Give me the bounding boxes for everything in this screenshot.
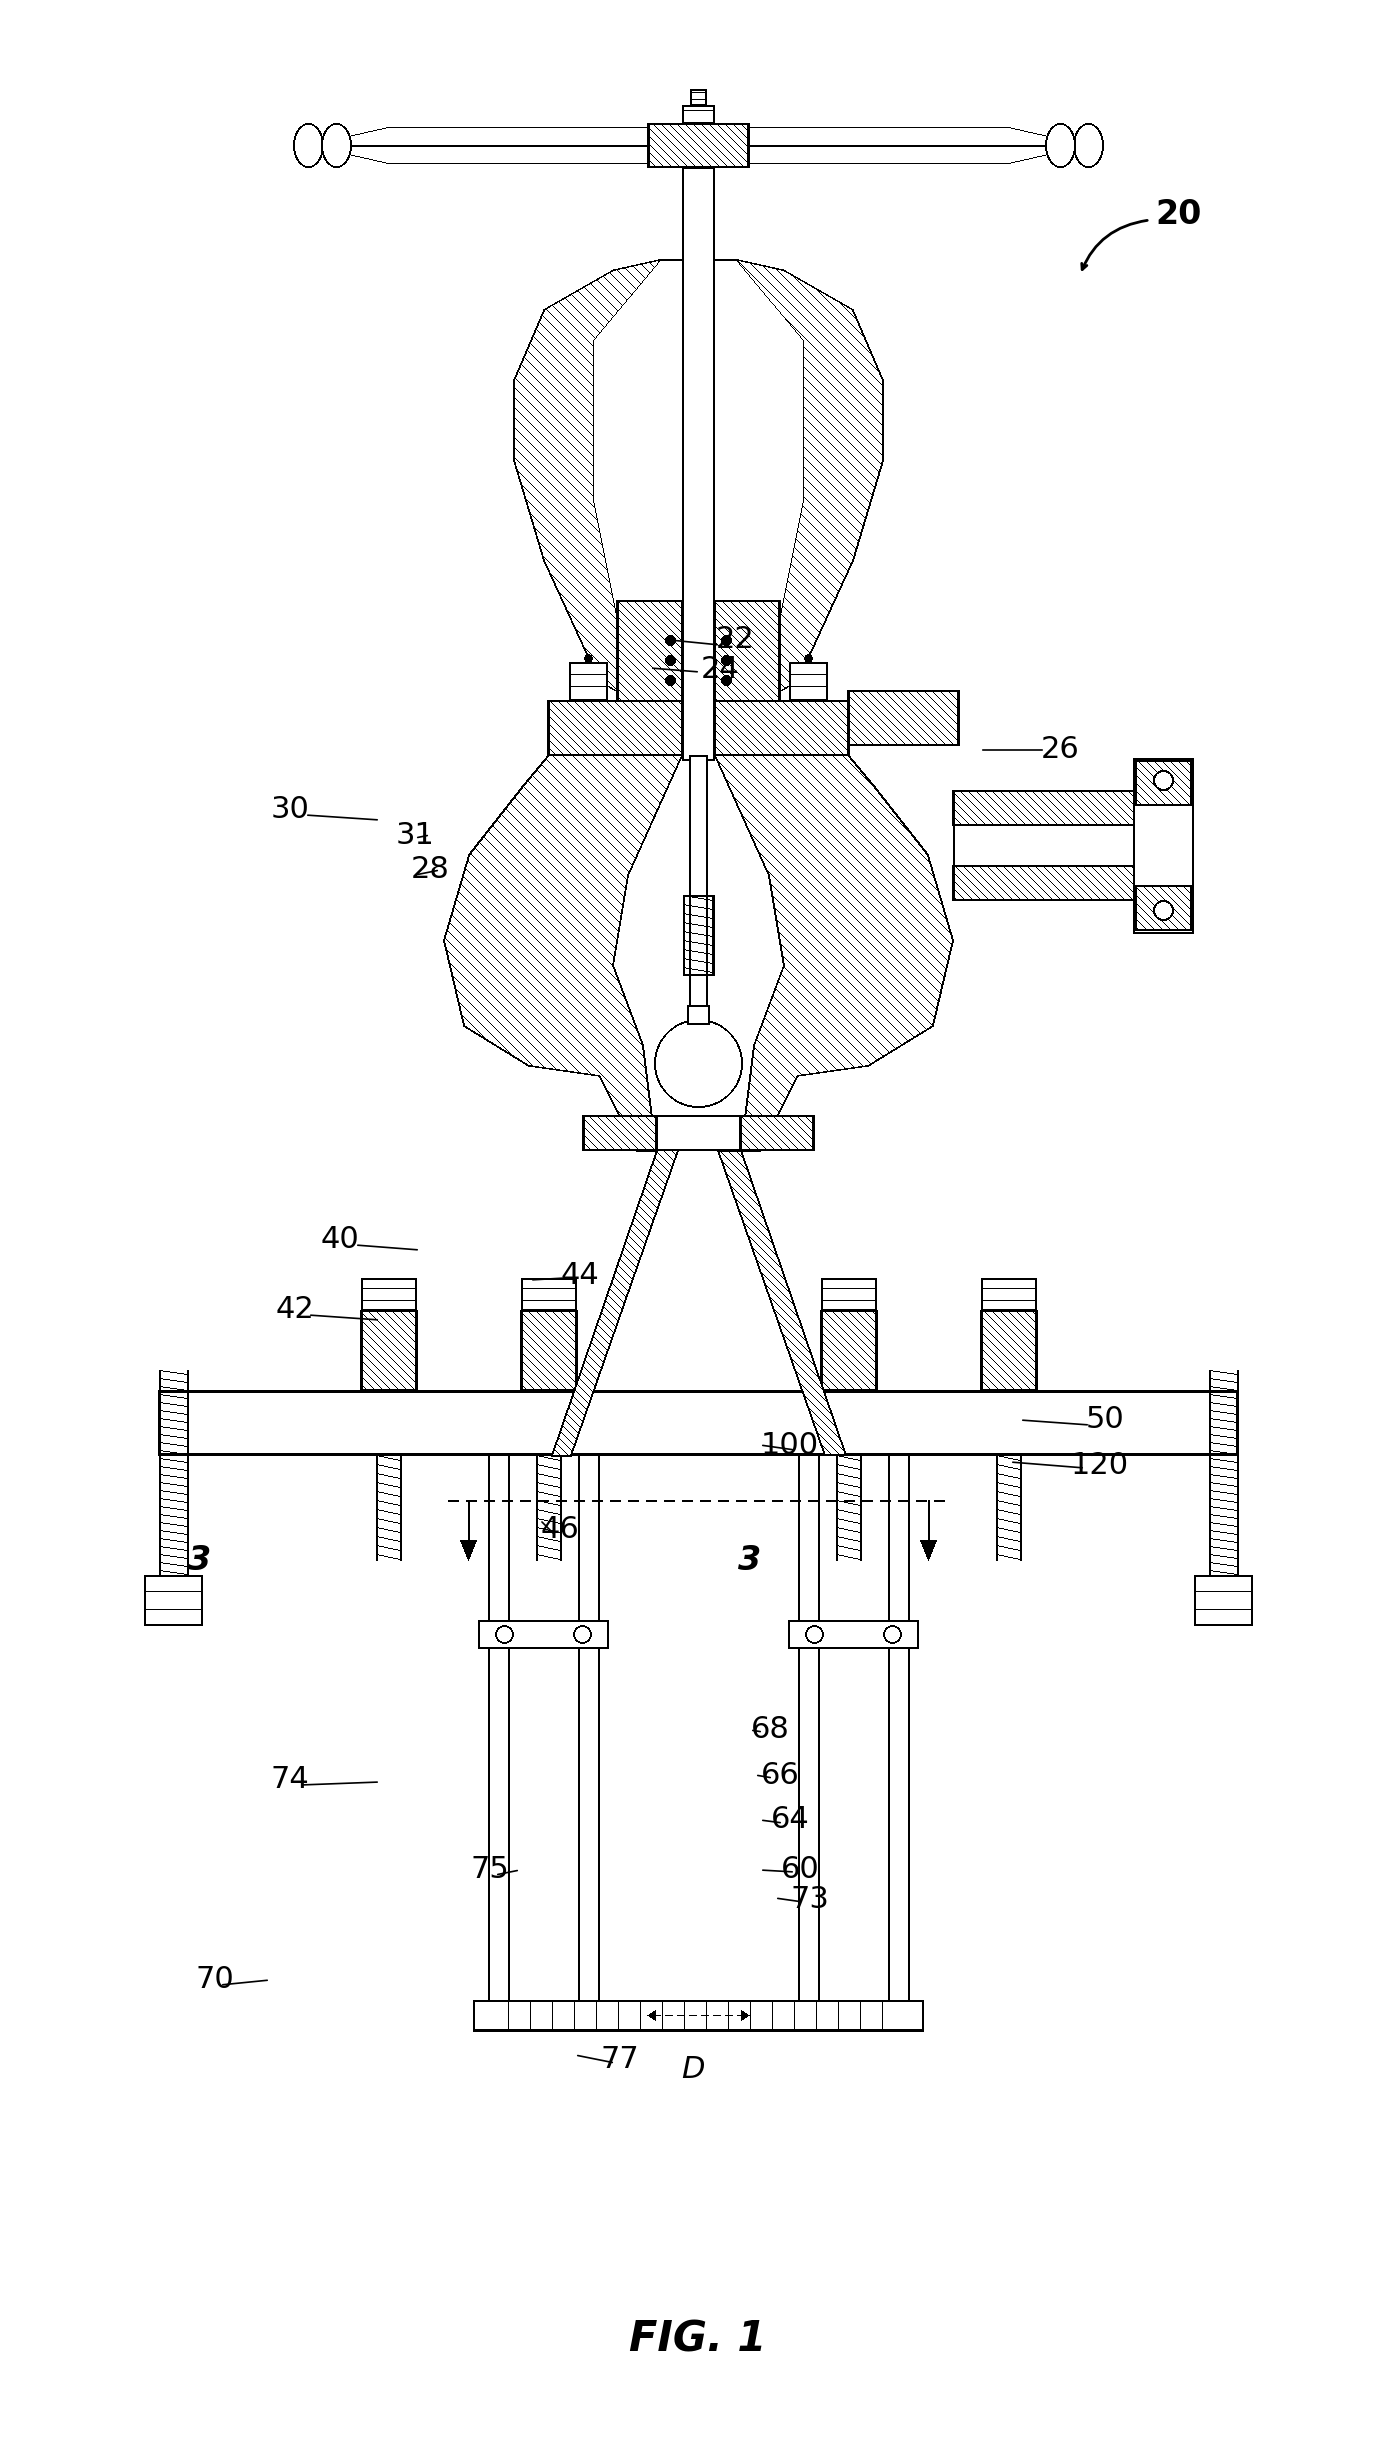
Text: 64: 64 [771, 1805, 810, 1835]
Text: FIG. 1: FIG. 1 [630, 2320, 766, 2362]
Text: 28: 28 [410, 855, 450, 884]
Text: 31: 31 [395, 820, 434, 850]
Text: 24: 24 [701, 655, 740, 685]
Text: 42: 42 [275, 1296, 314, 1325]
Text: 26: 26 [1040, 736, 1079, 764]
Text: D: D [681, 2057, 705, 2084]
Text: 74: 74 [271, 1766, 310, 1796]
Text: 73: 73 [790, 1887, 829, 1914]
Text: 77: 77 [600, 2044, 639, 2074]
Text: 3: 3 [188, 1544, 212, 1576]
Text: 22: 22 [716, 626, 754, 655]
Text: 68: 68 [751, 1717, 789, 1744]
Text: 120: 120 [1071, 1451, 1129, 1480]
Text: 50: 50 [1086, 1406, 1124, 1433]
Text: 46: 46 [540, 1515, 579, 1544]
Text: 20: 20 [1154, 200, 1202, 232]
Text: 3: 3 [738, 1544, 762, 1576]
Text: 44: 44 [561, 1261, 599, 1291]
Text: 70: 70 [195, 1965, 235, 1995]
Text: 66: 66 [761, 1761, 800, 1791]
Text: 60: 60 [780, 1855, 819, 1884]
Text: 75: 75 [470, 1855, 510, 1884]
Text: 40: 40 [321, 1227, 359, 1254]
Text: 100: 100 [761, 1431, 819, 1461]
Text: 30: 30 [271, 796, 310, 825]
